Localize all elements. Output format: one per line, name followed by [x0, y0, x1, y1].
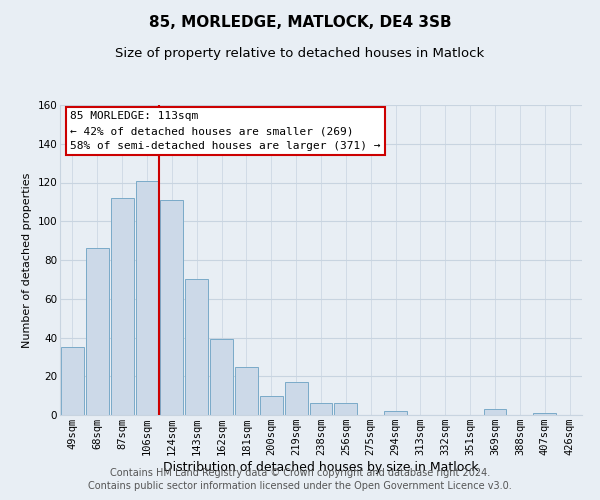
Bar — [86, 248, 109, 415]
Bar — [61, 347, 84, 415]
Bar — [185, 280, 208, 415]
Text: 85 MORLEDGE: 113sqm
← 42% of detached houses are smaller (269)
58% of semi-detac: 85 MORLEDGE: 113sqm ← 42% of detached ho… — [70, 111, 381, 151]
Bar — [111, 198, 134, 415]
Bar — [160, 200, 183, 415]
Bar — [310, 404, 332, 415]
Bar — [484, 409, 506, 415]
Bar — [136, 180, 158, 415]
Bar — [285, 382, 308, 415]
Bar — [533, 413, 556, 415]
Text: Contains public sector information licensed under the Open Government Licence v3: Contains public sector information licen… — [88, 481, 512, 491]
Bar — [334, 404, 357, 415]
Text: 85, MORLEDGE, MATLOCK, DE4 3SB: 85, MORLEDGE, MATLOCK, DE4 3SB — [149, 15, 451, 30]
Bar — [235, 366, 258, 415]
Bar — [210, 340, 233, 415]
Y-axis label: Number of detached properties: Number of detached properties — [22, 172, 32, 348]
X-axis label: Distribution of detached houses by size in Matlock: Distribution of detached houses by size … — [163, 461, 479, 474]
Text: Size of property relative to detached houses in Matlock: Size of property relative to detached ho… — [115, 48, 485, 60]
Text: Contains HM Land Registry data © Crown copyright and database right 2024.: Contains HM Land Registry data © Crown c… — [110, 468, 490, 477]
Bar — [384, 411, 407, 415]
Bar — [260, 396, 283, 415]
